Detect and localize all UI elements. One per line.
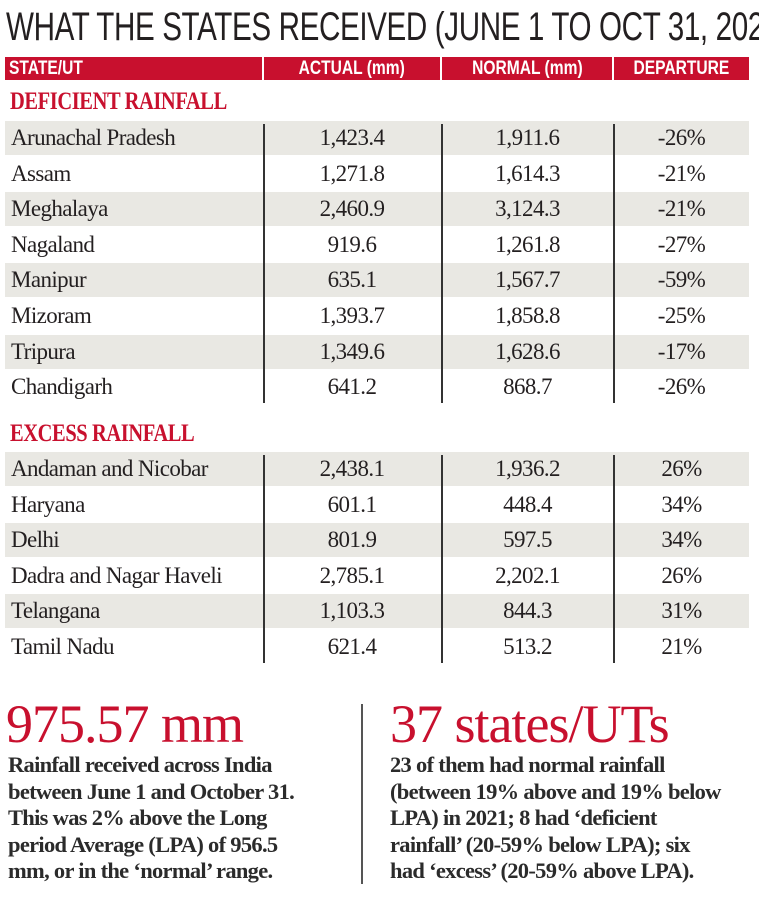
section-heading: EXCESS RAINFALL — [10, 420, 195, 447]
cell-normal: 513.2 — [503, 634, 552, 659]
header-divider — [262, 57, 264, 80]
cell-actual: 801.9 — [327, 527, 377, 553]
table-row: Tripura 1,349.6 1,628.6 -17% — [5, 334, 749, 369]
table-row: Haryana 601.1 448.4 34% — [5, 488, 749, 522]
column-divider — [441, 124, 443, 403]
cell-normal: 1,261.8 — [495, 231, 560, 257]
stat-description: 23 of them had normal rainfall (between … — [390, 752, 721, 883]
page-title: WHAT THE STATES RECEIVED (JUNE 1 TO OCT … — [6, 5, 759, 49]
cell-departure: 26% — [661, 456, 702, 481]
cell-normal: 868.7 — [503, 374, 552, 400]
cell-normal: 448.4 — [503, 491, 552, 517]
table-header: STATE/UT ACTUAL (mm) NORMAL (mm) DEPARTU… — [5, 57, 749, 80]
cell-normal: 1,911.6 — [495, 125, 561, 150]
table-row: Meghalaya 2,460.9 3,124.3 -21% — [5, 192, 749, 227]
cell-departure: 21% — [661, 634, 702, 659]
cell-state: Tripura — [11, 338, 76, 364]
cell-departure: -26% — [657, 125, 706, 150]
table-row: Dadra and Nagar Haveli 2,785.1 2,202.1 26% — [5, 559, 749, 593]
cell-departure: -59% — [657, 267, 706, 293]
stat-value: 37 states/UTs — [390, 694, 670, 754]
cell-actual: 635.1 — [327, 267, 377, 293]
stat-value: 975.57 mm — [6, 694, 244, 754]
cell-state: Tamil Nadu — [11, 634, 115, 659]
cell-state: Assam — [11, 160, 71, 186]
table-row: Chandigarh 641.2 868.7 -26% — [5, 370, 749, 404]
cell-actual: 2,438.1 — [319, 456, 385, 481]
table-row: Mizoram 1,393.7 1,858.8 -25% — [5, 299, 749, 333]
cell-state: Telangana — [11, 598, 100, 624]
cell-departure: -21% — [657, 160, 706, 186]
divider — [361, 704, 363, 884]
cell-departure: 34% — [661, 491, 702, 517]
cell-state: Andaman and Nicobar — [11, 456, 208, 481]
cell-normal: 1,567.7 — [495, 267, 560, 293]
cell-normal: 1,858.8 — [495, 303, 560, 328]
cell-state: Nagaland — [11, 231, 95, 257]
cell-normal: 2,202.1 — [495, 562, 560, 588]
cell-normal: 1,628.6 — [495, 338, 560, 364]
cell-normal: 844.3 — [503, 598, 552, 624]
section-heading: DEFICIENT RAINFALL — [10, 88, 227, 115]
cell-actual: 1,423.4 — [319, 125, 385, 150]
column-divider — [263, 124, 265, 403]
cell-state: Dadra and Nagar Haveli — [11, 562, 223, 588]
cell-actual: 1,103.3 — [319, 598, 385, 624]
header-divider — [440, 57, 442, 80]
cell-actual: 601.1 — [327, 491, 377, 517]
cell-state: Haryana — [11, 491, 85, 517]
cell-actual: 1,271.8 — [319, 160, 385, 186]
cell-departure: 31% — [661, 598, 702, 624]
column-header-state: STATE/UT — [9, 58, 83, 79]
column-divider — [441, 455, 443, 663]
cell-actual: 2,460.9 — [319, 196, 385, 222]
cell-normal: 1,936.2 — [495, 456, 560, 481]
table-row: Assam 1,271.8 1,614.3 -21% — [5, 157, 749, 191]
cell-normal: 1,614.3 — [495, 160, 560, 186]
column-divider — [613, 124, 615, 403]
cell-actual: 919.6 — [327, 231, 377, 257]
cell-departure: 34% — [661, 527, 702, 553]
table-row: Andaman and Nicobar 2,438.1 1,936.2 26% — [5, 452, 749, 486]
table-row: Manipur 635.1 1,567.7 -59% — [5, 263, 749, 298]
cell-actual: 621.4 — [327, 634, 377, 659]
cell-actual: 2,785.1 — [319, 562, 385, 588]
cell-state: Chandigarh — [11, 374, 113, 400]
cell-departure: -27% — [657, 231, 706, 257]
column-header-departure: DEPARTURE — [633, 58, 730, 79]
column-header-normal: NORMAL (mm) — [472, 58, 583, 79]
column-divider — [263, 455, 265, 663]
cell-state: Delhi — [11, 527, 60, 553]
column-header-actual: ACTUAL (mm) — [298, 58, 406, 79]
cell-state: Manipur — [11, 267, 87, 293]
cell-actual: 1,393.7 — [319, 303, 385, 328]
table-row: Arunachal Pradesh 1,423.4 1,911.6 -26% — [5, 121, 749, 155]
cell-departure: -17% — [657, 338, 706, 364]
cell-departure: -25% — [657, 303, 706, 328]
cell-departure: -21% — [657, 196, 706, 222]
cell-departure: -26% — [657, 374, 706, 400]
stat-description: Rainfall received across India between J… — [8, 752, 295, 883]
cell-state: Arunachal Pradesh — [11, 125, 176, 150]
table-row: Delhi 801.9 597.5 34% — [5, 523, 749, 558]
cell-departure: 26% — [661, 562, 702, 588]
table-row: Nagaland 919.6 1,261.8 -27% — [5, 228, 749, 262]
cell-actual: 641.2 — [327, 374, 377, 400]
cell-normal: 3,124.3 — [495, 196, 560, 222]
cell-actual: 1,349.6 — [319, 338, 385, 364]
cell-normal: 597.5 — [503, 527, 552, 553]
column-divider — [613, 455, 615, 663]
cell-state: Mizoram — [11, 303, 92, 328]
table-row: Tamil Nadu 621.4 513.2 21% — [5, 630, 749, 664]
cell-state: Meghalaya — [11, 196, 108, 222]
table-row: Telangana 1,103.3 844.3 31% — [5, 594, 749, 629]
header-divider — [612, 57, 614, 80]
